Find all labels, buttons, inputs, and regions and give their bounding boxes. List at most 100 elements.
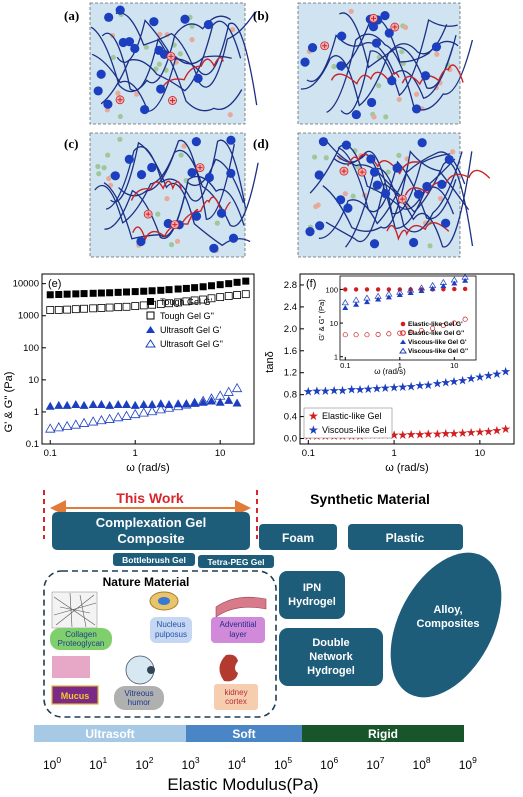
chart-f-xlabel: ω (rad/s) <box>385 462 428 474</box>
legend-marker-tough-g-prime <box>147 298 154 305</box>
legend-label-ultrasoft-g-dprime: Ultrasoft Gel G'' <box>160 339 223 349</box>
point-ultrasoft-g-dprime <box>155 404 166 414</box>
ion-dot <box>396 152 402 158</box>
polymer-chain <box>94 139 235 224</box>
inset-point-viscous-g-dprime <box>428 281 437 288</box>
ion-dot <box>402 24 409 30</box>
ion-dot <box>189 37 195 43</box>
bead <box>154 45 164 55</box>
inset-point-elastic-g-dprime <box>353 332 359 338</box>
bead <box>104 12 114 22</box>
point-tough-g-dprime <box>241 290 250 299</box>
point-viscous: ★ <box>303 384 314 398</box>
panel-label-a: (a) <box>64 8 79 23</box>
inset-point-elastic-g-prime <box>462 286 468 292</box>
chart-e: (e) 0.1 1 10 100 1000 10000 0.1 1 10 G' & G'' (… <box>3 273 255 474</box>
point-tough-g-prime <box>207 282 215 290</box>
ytick-label: 10000 <box>13 279 39 290</box>
inset-point-elastic-g-dprime <box>397 330 403 336</box>
point-tough-g-prime <box>72 290 80 298</box>
legend-label-viscous: Viscous-like Gel <box>322 425 386 435</box>
bead <box>209 243 219 253</box>
chart-f-yticks: 0.0 0.4 0.8 1.2 1.6 2.0 2.4 2.8 <box>284 280 304 445</box>
point-viscous: ★ <box>320 384 331 398</box>
inset-point-viscous-g-dprime <box>439 278 447 285</box>
ion-dot <box>437 195 444 202</box>
ipn-label: IPN Hydrogel <box>288 582 336 608</box>
polymer-chain <box>322 150 470 232</box>
point-tough-g-prime <box>89 289 97 297</box>
schematic-panel-c <box>89 132 259 258</box>
inset-ytick-label: 1 <box>334 353 338 362</box>
chart-f: (f) 0.00.40.81.21.62.02.42.8 0.1 1 10 ★★★★… <box>264 273 515 474</box>
point-ultrasoft-g-dprime <box>206 393 217 403</box>
modulus-tick-label: 102 <box>135 755 153 772</box>
point-elastic: ★ <box>500 422 511 436</box>
xtick-label: 10 <box>475 448 486 459</box>
polymer-chain <box>103 158 245 240</box>
bead <box>307 43 318 53</box>
inset-point-elastic-g-dprime <box>375 331 381 337</box>
point-viscous: ★ <box>346 383 357 397</box>
inset-point-viscous-g-dprime <box>374 292 382 299</box>
ion-dot <box>101 165 107 171</box>
bead <box>369 167 380 177</box>
point-elastic: ★ <box>415 428 426 442</box>
bead <box>314 170 324 180</box>
point-elastic: ★ <box>492 423 503 437</box>
point-ultrasoft-g-dprime <box>163 402 175 412</box>
tick-base: 10 <box>43 758 57 772</box>
ion-dot <box>342 191 348 197</box>
alloy-ellipse <box>390 552 502 698</box>
inset-point-elastic-g-prime <box>353 287 359 292</box>
point-tough-g-dprime <box>199 295 208 304</box>
this-work-label: This Work <box>116 490 184 506</box>
ion-dot <box>230 27 236 33</box>
inset-point-elastic-g-prime <box>364 287 370 292</box>
point-tough-g-prime <box>46 291 54 299</box>
inset-point-viscous-g-dprime <box>341 299 349 306</box>
bead <box>444 154 454 165</box>
ion-dot <box>115 90 121 96</box>
point-viscous: ★ <box>397 380 408 394</box>
inset-point-viscous-g-dprime <box>450 276 458 283</box>
complexation-box <box>52 512 250 550</box>
bead <box>96 69 106 79</box>
ytick-label: 1 <box>34 407 39 418</box>
bead <box>368 22 379 32</box>
collagen-image <box>51 591 98 629</box>
point-tough-g-prime <box>157 286 165 294</box>
kidney-box <box>214 684 258 710</box>
chart-f-legend-box <box>303 407 393 439</box>
point-viscous: ★ <box>483 368 494 382</box>
point-ultrasoft-g-dprime <box>96 414 107 425</box>
inset-point-elastic-g-prime <box>386 287 392 292</box>
point-tough-g-dprime <box>182 297 191 306</box>
kidney-image <box>219 654 238 682</box>
ion-dot <box>323 155 329 161</box>
point-tough-g-prime <box>131 288 139 296</box>
inset-point-elastic-g-prime <box>452 286 457 292</box>
inset-point-elastic-g-dprime <box>364 332 370 338</box>
ion-dot <box>178 152 184 158</box>
point-viscous: ★ <box>363 382 374 396</box>
inset-point-viscous-g-prime <box>363 299 370 305</box>
point-ultrasoft-g-dprime <box>121 410 132 420</box>
xtick-label: 0.1 <box>302 448 315 459</box>
ytick-label: 0.0 <box>284 434 297 445</box>
bead <box>371 38 382 48</box>
point-ultrasoft-g-dprime <box>181 399 192 409</box>
inset-point-viscous-g-dprime <box>352 296 360 303</box>
red-chain <box>347 153 421 175</box>
ion-dot <box>413 91 420 97</box>
point-tough-g-prime <box>199 283 207 291</box>
ion-dot <box>105 152 111 158</box>
tick-base: 10 <box>459 758 473 772</box>
chart-f-frame <box>299 273 515 445</box>
point-tough-g-prime <box>165 286 173 294</box>
point-ultrasoft-g-prime <box>190 398 200 407</box>
xtick-label: 10 <box>215 448 226 459</box>
plus-sign <box>322 43 328 49</box>
point-viscous: ★ <box>457 373 468 387</box>
mucus-box <box>51 685 99 705</box>
